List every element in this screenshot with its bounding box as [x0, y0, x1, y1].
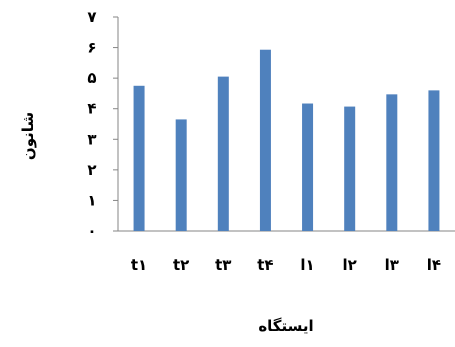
y-axis-ticks: ۰ ۱ ۲ ۳ ۴ ۵ ۶ ۷ [87, 8, 118, 240]
bar [175, 119, 187, 231]
y-tick-label: ۳ [87, 130, 96, 148]
y-tick-label: ۷ [87, 8, 96, 26]
x-tick-label: t۲ [173, 256, 189, 274]
x-tick-label: t۳ [215, 256, 231, 274]
bar [259, 49, 271, 232]
bar [217, 76, 229, 231]
y-tick-label: ۱ [87, 191, 96, 209]
bar-series [133, 49, 440, 232]
x-tick-label: l۲ [343, 256, 357, 274]
x-tick-label: t۴ [257, 256, 273, 274]
y-tick-label: ۴ [87, 100, 96, 118]
y-tick-label: ۲ [87, 161, 96, 179]
y-tick-label: ۵ [87, 69, 96, 87]
bar [386, 94, 398, 232]
x-axis-labels: t۱ t۲ t۳ t۴ l۱ l۲ l۳ l۴ [131, 256, 441, 274]
x-tick-label: l۱ [300, 256, 314, 274]
x-axis-title: ایستگاه [258, 317, 313, 335]
x-tick-label: l۳ [385, 256, 399, 274]
y-tick-label: ۰ [87, 222, 96, 240]
x-tick-label: l۴ [427, 256, 441, 274]
bar [302, 103, 314, 231]
bar [428, 90, 440, 231]
x-tick-label: t۱ [131, 256, 147, 274]
y-tick-label: ۶ [87, 39, 96, 57]
bar [133, 85, 145, 232]
bar [344, 106, 356, 231]
y-axis-title: شانون [19, 112, 37, 160]
